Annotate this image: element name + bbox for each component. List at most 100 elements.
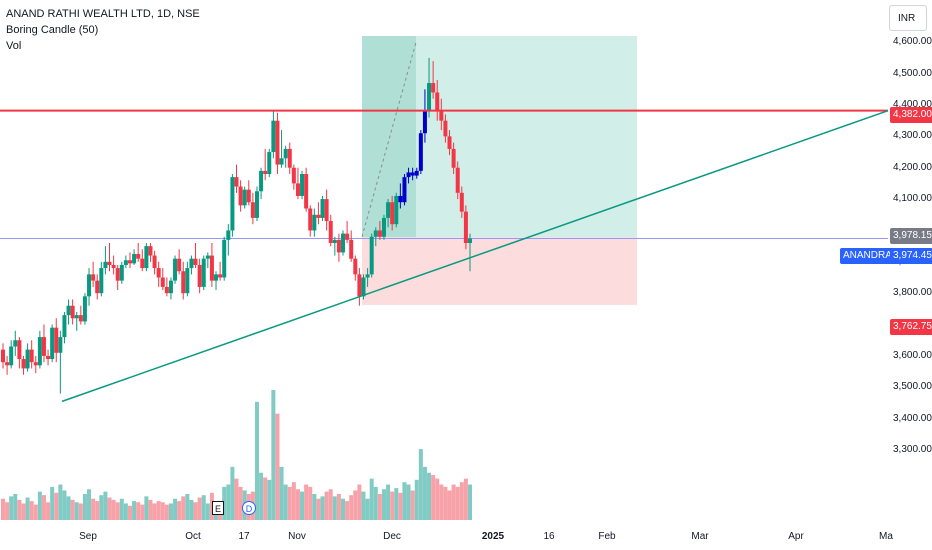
dividend-marker[interactable]: D <box>242 501 256 515</box>
volume-bar <box>267 479 272 520</box>
candle-body <box>9 346 14 366</box>
candle-body <box>95 280 100 294</box>
candle-body <box>300 174 305 196</box>
volume-bar <box>74 502 79 520</box>
candle-body <box>275 120 280 165</box>
volume-bar <box>316 498 321 520</box>
candle-body <box>82 296 87 322</box>
volume-bar <box>394 488 399 520</box>
volume-bar <box>148 499 153 520</box>
volume-bar <box>177 501 182 520</box>
volume-bar <box>234 478 239 520</box>
resistance-price-badge: 4,382.00 <box>890 107 932 123</box>
volume-bar <box>41 495 46 520</box>
time-tick-label: Feb <box>598 531 616 542</box>
candle-body <box>144 246 149 269</box>
candle-body <box>205 255 210 259</box>
volume-bar <box>361 491 366 520</box>
candle-body <box>209 255 214 281</box>
candle-body <box>164 286 169 294</box>
candle-body <box>271 120 276 153</box>
candle-body <box>394 195 399 225</box>
volume-bar <box>443 486 448 520</box>
volume-bar <box>373 486 378 520</box>
candle-body <box>1 349 5 363</box>
volume-bar <box>185 494 190 520</box>
candle-body <box>365 274 370 278</box>
earnings-marker[interactable]: E <box>212 501 224 515</box>
candle-body <box>353 258 358 275</box>
volume-bar <box>353 490 358 520</box>
candle-body <box>33 362 38 366</box>
candles <box>1 57 472 394</box>
candle-body <box>173 258 178 281</box>
volume-bar <box>287 486 292 520</box>
volume-bar <box>398 492 403 520</box>
time-tick-label: Apr <box>788 531 804 542</box>
candle-body <box>91 274 96 281</box>
volume-bar <box>455 486 460 520</box>
position-zones <box>362 36 637 305</box>
volume-bar <box>17 499 22 520</box>
volume-bar <box>295 489 300 520</box>
volume-bar <box>259 472 264 520</box>
candle-body <box>46 355 51 360</box>
volume-bar <box>82 494 87 520</box>
candle-body <box>181 271 186 294</box>
candle-body <box>304 174 309 209</box>
candle-body <box>439 111 444 121</box>
price-tick-label: 4,300.00 <box>893 130 932 142</box>
volume-bar <box>427 472 432 520</box>
volume-bar <box>181 496 186 520</box>
volume-bar <box>422 466 427 520</box>
volume-bar <box>54 492 59 520</box>
currency-button[interactable]: INR <box>889 5 927 31</box>
volume-bar <box>336 494 341 520</box>
candle-body <box>320 199 325 218</box>
candle-body <box>201 258 206 287</box>
candle-body <box>87 274 92 297</box>
indicator-label[interactable]: Boring Candle (50) <box>6 24 99 36</box>
candle-body <box>119 264 124 281</box>
candle-body <box>373 230 378 237</box>
volume-bar <box>283 484 288 520</box>
volume-bar <box>5 502 10 520</box>
symbol-title[interactable]: ANAND RATHI WEALTH LTD, 1D, NSE <box>6 8 200 20</box>
candle-body <box>242 189 247 206</box>
candle-body <box>451 148 456 168</box>
candle-body <box>136 253 141 259</box>
candle-body <box>455 167 460 193</box>
candle-body <box>283 148 288 159</box>
volume-bar <box>238 486 243 520</box>
volume-bar <box>222 486 227 520</box>
volume-bar <box>279 466 284 520</box>
candle-body <box>148 246 153 256</box>
price-tick-label: 3,400.00 <box>893 412 932 424</box>
price-tick-label: 3,800.00 <box>893 287 932 299</box>
volume-bar <box>144 496 149 520</box>
candle-body <box>78 315 83 322</box>
volume-label[interactable]: Vol <box>6 40 22 52</box>
price-tick-label: 4,100.00 <box>893 193 932 205</box>
time-tick-label: Ma <box>879 531 893 542</box>
candle-body <box>381 217 386 237</box>
candle-body <box>259 170 264 192</box>
volume-bar <box>136 502 141 520</box>
volume-bar <box>189 499 194 520</box>
candle-body <box>263 170 268 174</box>
candle-body <box>54 327 59 353</box>
volume-bar <box>341 498 346 520</box>
volume-bar <box>254 401 259 520</box>
candle-body <box>127 260 132 264</box>
candle-body <box>41 337 46 356</box>
candle-body <box>214 274 219 281</box>
drawing-lines[interactable] <box>0 42 889 403</box>
volume-bar <box>21 503 26 520</box>
candle-body <box>468 238 472 243</box>
candle-body <box>13 340 18 347</box>
candle-body <box>443 120 448 137</box>
volume-bar <box>123 503 128 520</box>
volume-bar <box>1 498 5 520</box>
volume-bar <box>365 498 370 520</box>
